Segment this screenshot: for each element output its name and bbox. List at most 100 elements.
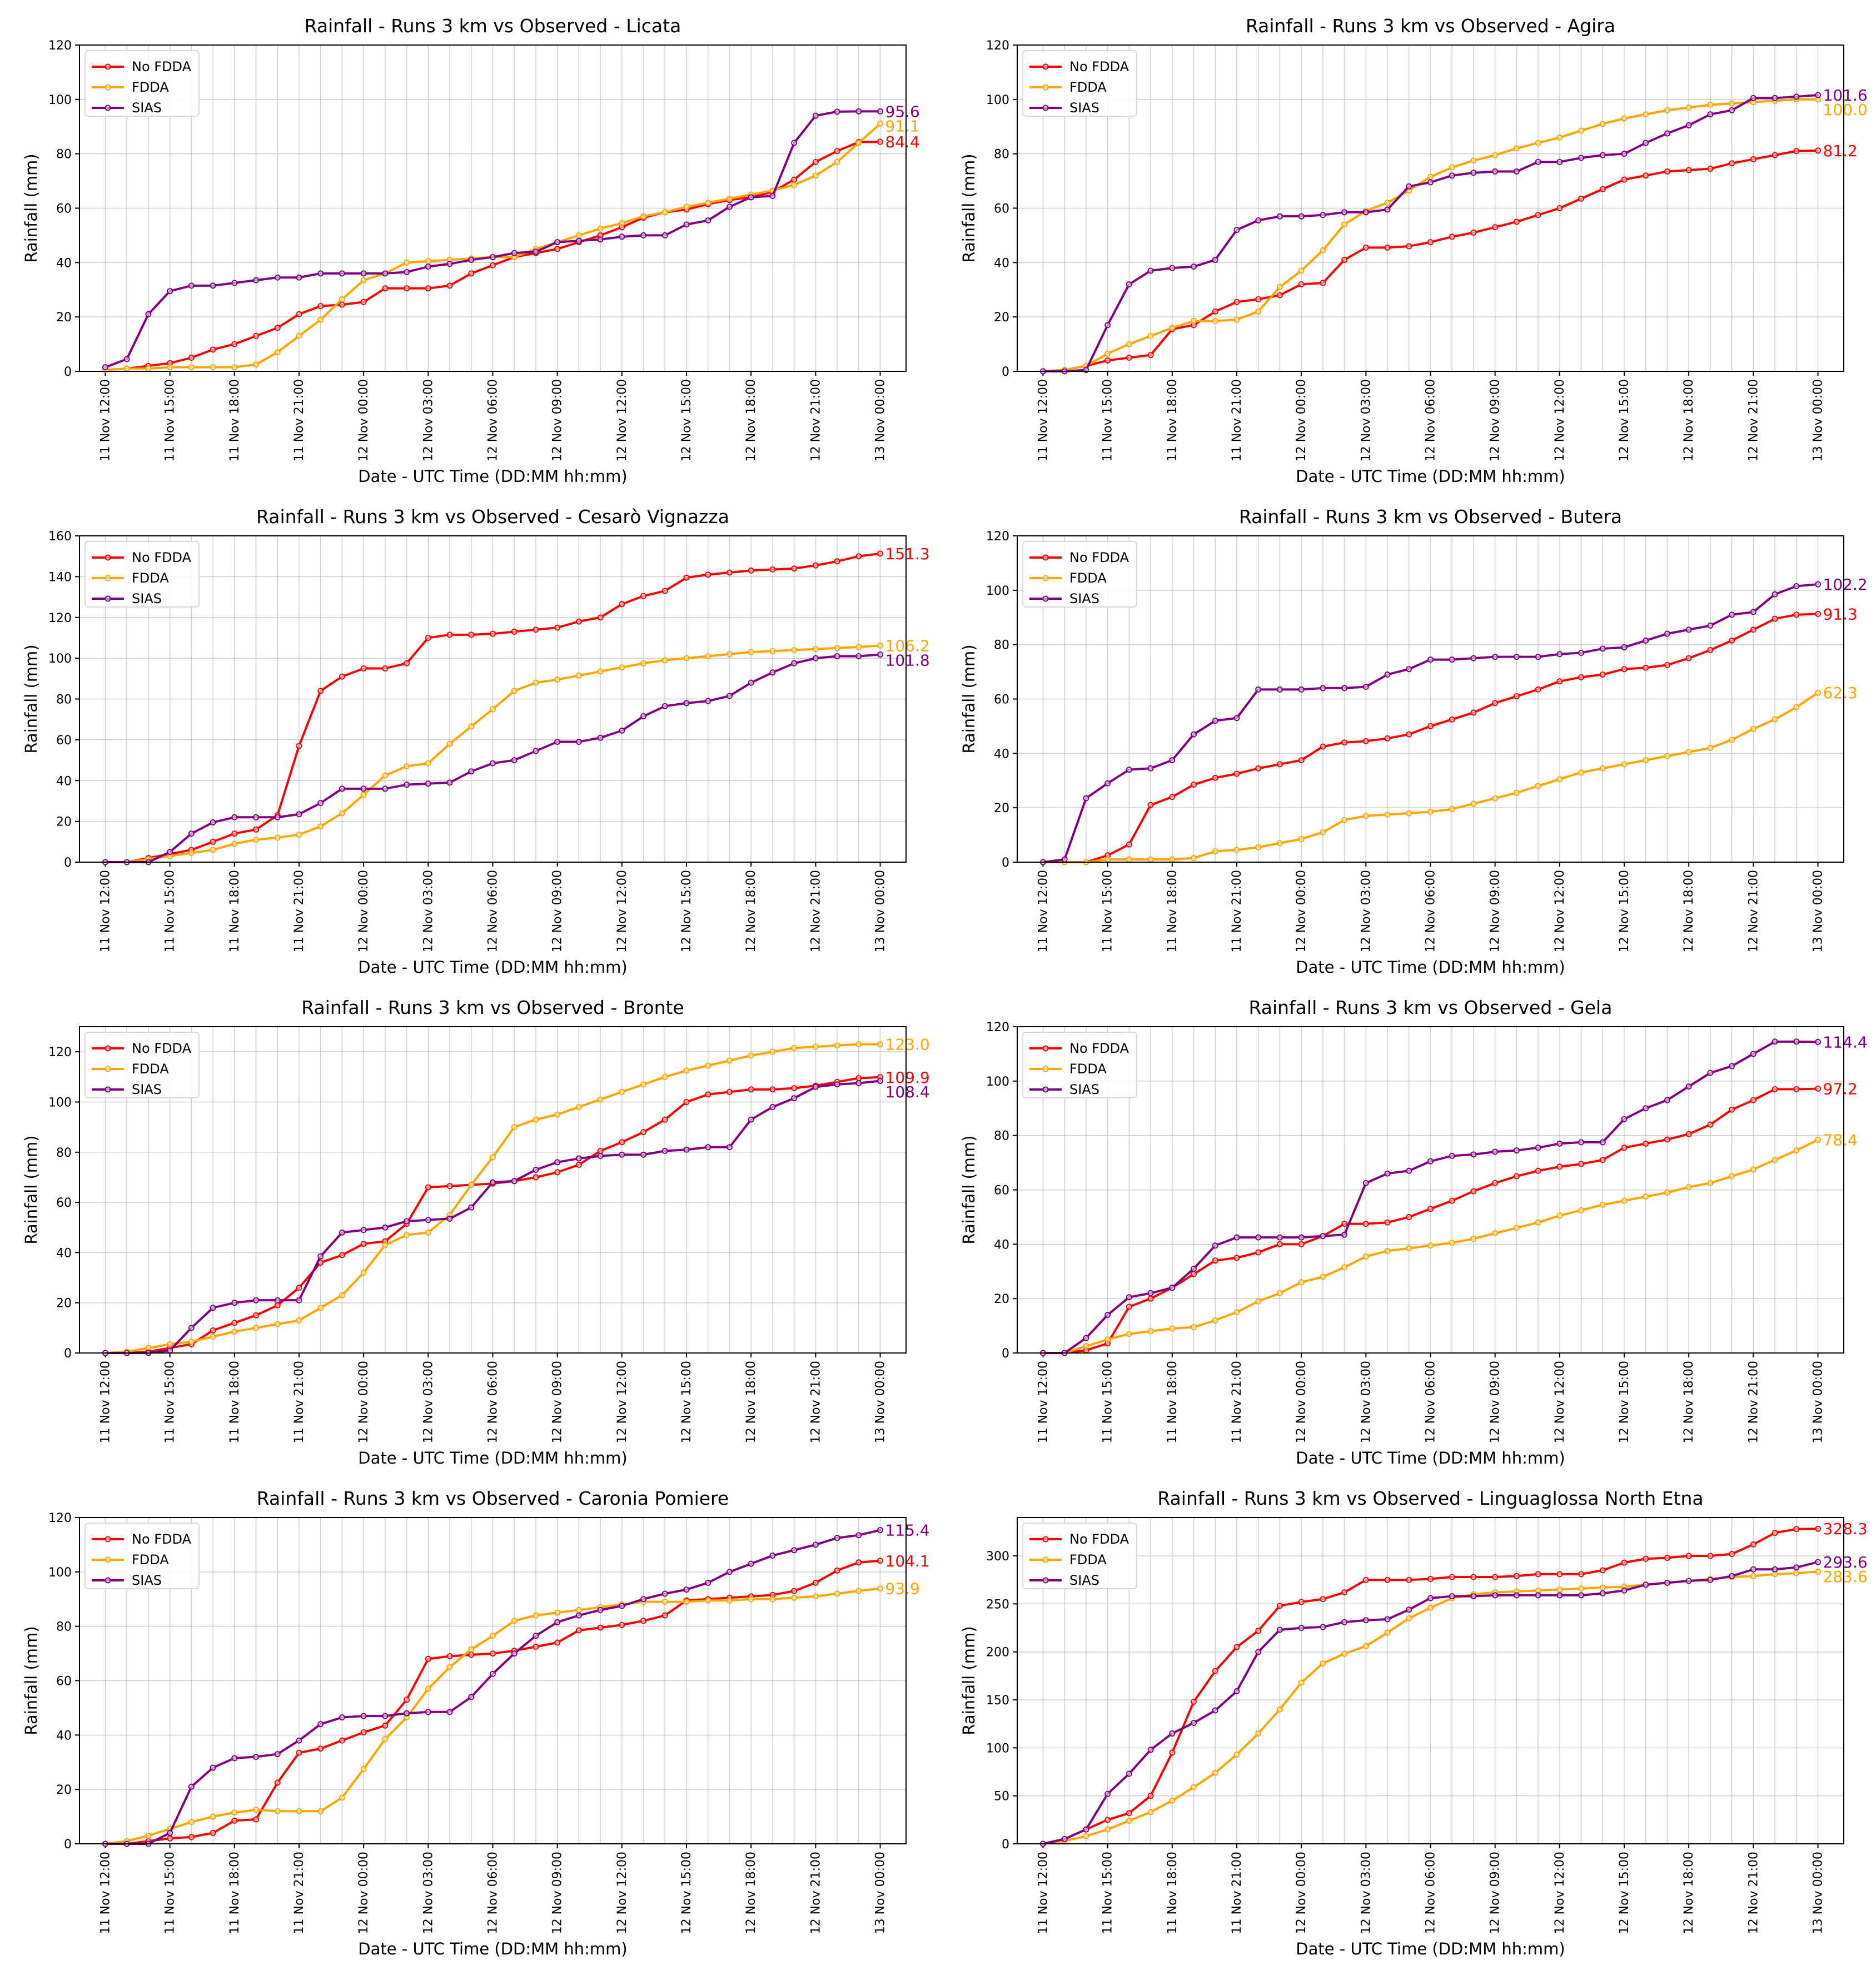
data-point	[1621, 115, 1628, 122]
data-point	[705, 1062, 711, 1069]
y-tick-label: 100	[48, 652, 72, 666]
data-point	[404, 1232, 410, 1238]
data-point	[1513, 1147, 1520, 1154]
data-point	[382, 1722, 389, 1729]
y-tick-label: 0	[1002, 1347, 1009, 1361]
end-value-label: 91.1	[885, 117, 920, 135]
data-point	[619, 1621, 625, 1628]
x-tick-label: 12 Nov 03:00	[1359, 1852, 1373, 1934]
data-point	[834, 1042, 840, 1049]
data-point	[490, 1650, 496, 1657]
data-point	[1320, 743, 1326, 750]
data-point	[791, 1594, 798, 1601]
data-point	[1384, 1170, 1391, 1177]
legend-marker	[105, 554, 111, 561]
data-point	[274, 834, 281, 841]
data-point	[1126, 856, 1132, 863]
x-tick-label: 12 Nov 09:00	[1489, 870, 1502, 952]
data-point	[812, 172, 819, 179]
y-tick-label: 0	[1002, 1838, 1009, 1852]
x-tick-label: 12 Nov 12:00	[1553, 1852, 1567, 1934]
data-point	[167, 288, 173, 295]
data-point	[1255, 844, 1262, 850]
x-tick-label: 13 Nov 00:00	[874, 870, 888, 952]
data-point	[1212, 1668, 1218, 1674]
legend-marker	[105, 1556, 111, 1563]
data-point	[1535, 1592, 1541, 1599]
data-point	[446, 1709, 453, 1715]
data-point	[575, 237, 582, 244]
data-point	[1793, 1086, 1800, 1093]
data-point	[210, 1334, 216, 1340]
data-point	[533, 1174, 539, 1181]
data-point	[404, 259, 410, 266]
data-point	[812, 1579, 819, 1586]
chart-svg: Rainfall - Runs 3 km vs Observed - Agira…	[959, 15, 1868, 486]
data-point	[1147, 765, 1154, 772]
data-point	[1147, 856, 1154, 863]
y-tick-label: 20	[56, 1297, 72, 1311]
data-point	[188, 830, 195, 837]
data-point	[1578, 1585, 1585, 1592]
data-point	[705, 1597, 711, 1604]
data-point	[253, 1807, 260, 1813]
data-point	[382, 665, 389, 671]
data-point	[425, 780, 431, 787]
y-tick-label: 80	[56, 148, 72, 162]
data-point	[575, 1612, 582, 1619]
data-point	[1556, 1212, 1563, 1219]
x-tick-label: 12 Nov 00:00	[1295, 1361, 1308, 1443]
data-point	[769, 192, 776, 199]
x-tick-label: 11 Nov 18:00	[1166, 1852, 1180, 1934]
x-tick-label: 12 Nov 03:00	[1359, 1361, 1373, 1443]
y-tick-label: 50	[994, 1790, 1009, 1804]
data-point	[253, 332, 260, 339]
data-point	[446, 740, 453, 747]
data-point	[1664, 1555, 1670, 1561]
data-point	[1191, 782, 1197, 788]
data-point	[339, 1292, 345, 1299]
data-point	[296, 274, 302, 281]
data-point	[1470, 1593, 1477, 1600]
x-tick-label: 12 Nov 12:00	[615, 870, 629, 952]
data-point	[274, 274, 281, 281]
data-point	[1556, 1571, 1563, 1578]
data-point	[511, 250, 517, 256]
data-point	[834, 558, 840, 565]
data-point	[1707, 745, 1714, 752]
data-point	[1255, 1298, 1262, 1305]
data-point	[1341, 221, 1348, 228]
x-tick-label: 12 Nov 18:00	[744, 870, 758, 952]
data-point	[791, 1588, 798, 1594]
x-tick-label: 12 Nov 15:00	[680, 1852, 694, 1934]
data-point	[1126, 1770, 1132, 1777]
data-point	[748, 649, 754, 655]
data-point	[661, 1612, 668, 1619]
data-point	[726, 1057, 733, 1064]
data-point	[1729, 637, 1735, 644]
data-point	[1233, 227, 1240, 233]
x-tick-label: 12 Nov 06:00	[1424, 870, 1438, 952]
data-point	[1320, 1596, 1326, 1603]
data-point	[1255, 296, 1262, 302]
x-tick-label: 12 Nov 09:00	[1489, 379, 1502, 461]
y-tick-label: 0	[64, 365, 72, 379]
data-point	[468, 1204, 475, 1211]
data-point	[1771, 1566, 1778, 1573]
data-point	[812, 1043, 819, 1050]
data-point	[834, 158, 840, 165]
data-point	[1169, 1285, 1176, 1291]
data-point	[748, 1086, 754, 1093]
data-point	[1276, 1241, 1283, 1247]
data-point	[812, 1593, 819, 1600]
data-point	[1298, 1241, 1305, 1247]
x-tick-label: 12 Nov 18:00	[1682, 1852, 1696, 1934]
data-point	[360, 785, 367, 792]
data-point	[1298, 835, 1305, 842]
chart-panel-caronia-pomiere: Rainfall - Runs 3 km vs Observed - Caron…	[0, 1472, 938, 1963]
data-point	[274, 349, 281, 356]
data-point	[382, 785, 389, 792]
data-point	[1427, 1595, 1434, 1601]
data-point	[791, 1085, 798, 1092]
data-point	[1104, 780, 1111, 787]
